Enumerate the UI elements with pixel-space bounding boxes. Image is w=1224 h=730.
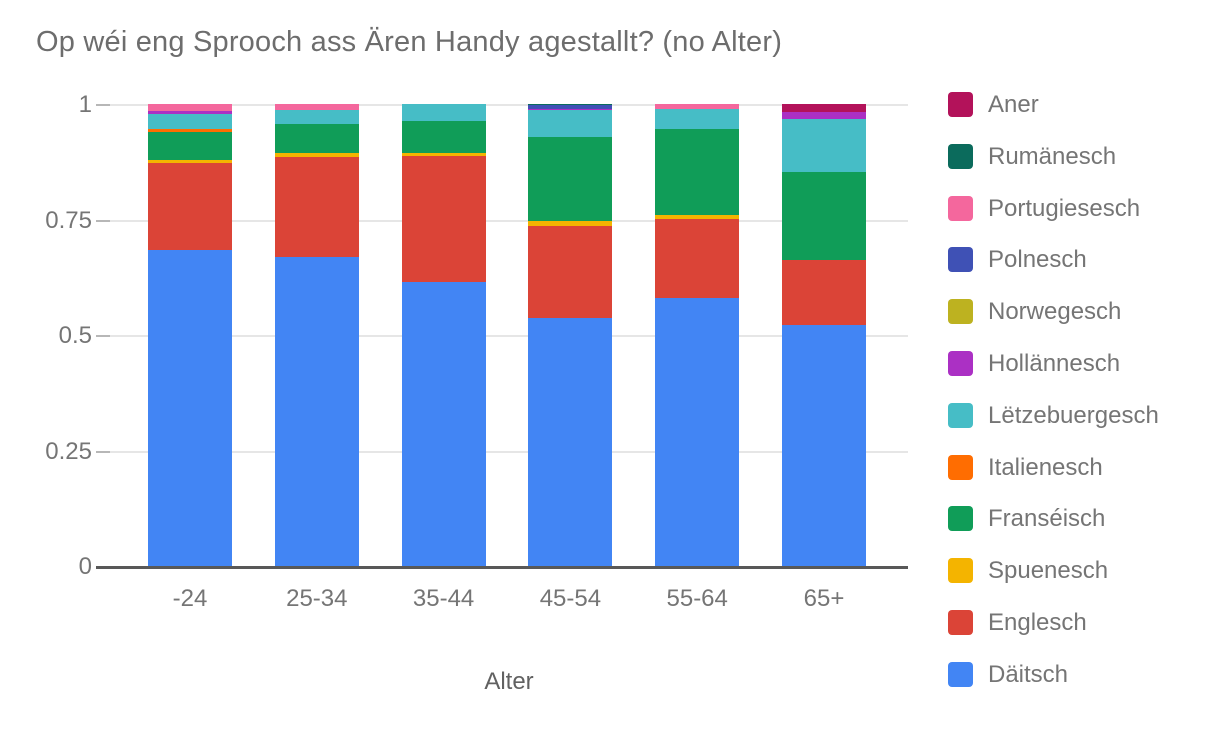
bar-segment-englesch [528, 225, 613, 318]
bar-segment-franséisch [148, 131, 232, 161]
gridline [110, 219, 908, 222]
bar-segment-polnesch [528, 105, 613, 110]
bar-segment-portugiesesch [655, 104, 740, 109]
bar-segment-lëtzebuergesch [655, 108, 740, 130]
bar-segment-spuenesch [401, 152, 486, 157]
bar-segment-däitsch [655, 298, 740, 566]
gridline [110, 335, 908, 337]
x-axis-label: 65+ [803, 585, 845, 612]
legend-swatch-icon [948, 610, 973, 635]
legend-label: Norwegesch [988, 298, 1122, 326]
legend-swatch-icon [948, 351, 973, 376]
bar-segment-lëtzebuergesch [148, 114, 232, 129]
legend-swatch-icon [948, 454, 973, 480]
bar-segment-däitsch [528, 317, 613, 566]
bar-segment-franséisch [655, 129, 740, 215]
bar-segment-spuenesch [274, 152, 359, 157]
legend-label: Spuenesch [988, 557, 1109, 585]
legend-swatch-icon [948, 661, 973, 687]
x-axis-label: 25-34 [286, 585, 348, 612]
legend-swatch-icon [948, 299, 973, 325]
bar-segment-portugiesesch [148, 104, 232, 111]
y-axis-tick [96, 450, 110, 453]
legend-swatch-icon [948, 506, 973, 532]
bar-segment-aner [782, 104, 866, 112]
legend-label: Däitsch [988, 660, 1069, 688]
bar-segment-franséisch [274, 124, 359, 153]
bar-segment-lëtzebuergesch [528, 110, 613, 138]
legend-swatch-icon [948, 143, 973, 169]
x-axis-label: 45-54 [539, 585, 602, 612]
legend-label: Rumänesch [988, 142, 1117, 170]
legend: Aner Rumänesch Portugiesesch Polnesch Norweg… [948, 0, 1218, 730]
bar-segment-englesch [401, 156, 486, 282]
x-axis-label: 35-44 [412, 585, 475, 612]
legend-swatch-icon [948, 92, 973, 117]
bar-segment-däitsch [274, 257, 359, 566]
bar-segment-portugiesesch [274, 104, 359, 110]
legend-label: Hollännesch [988, 350, 1121, 377]
legend-swatch-icon [948, 247, 973, 273]
bar-segment-hollännesch [148, 110, 232, 115]
bar-segment-englesch [148, 163, 232, 250]
y-axis-tick-label: 1 [78, 91, 92, 118]
legend-label: Italienesch [988, 453, 1103, 481]
y-axis-tick [96, 335, 110, 337]
bar-segment-englesch [274, 156, 359, 258]
bar-segment-däitsch [401, 281, 486, 566]
y-axis-tick-label: 0.5 [58, 322, 92, 349]
legend-label: Portugiesesch [988, 194, 1141, 222]
y-axis-tick-label: 0 [78, 553, 92, 580]
y-axis-tick-label: 0.75 [45, 206, 92, 234]
x-axis-line [96, 566, 908, 569]
y-axis-tick [96, 104, 110, 106]
chart-title: Op wéi eng Sprooch ass Ären Handy agesta… [36, 26, 783, 58]
legend-label: Aner [988, 91, 1039, 118]
bar-segment-spuenesch [655, 214, 740, 219]
bar-segment-spuenesch [528, 221, 613, 226]
gridline [110, 104, 908, 106]
bar-segment-hollännesch [528, 109, 613, 111]
bar-segment-däitsch [148, 249, 232, 566]
bar-segment-lëtzebuergesch [782, 119, 866, 173]
y-axis-tick-label: 0.25 [45, 437, 92, 465]
bar-segment-spuenesch [148, 160, 232, 164]
bar-segment-franséisch [401, 121, 486, 153]
legend-swatch-icon [948, 195, 973, 221]
legend-label: Lëtzebuergesch [988, 401, 1159, 429]
x-axis-title: Alter [484, 668, 534, 695]
bar-segment-däitsch [782, 324, 866, 566]
bar-segment-englesch [782, 260, 866, 325]
x-axis-label: 55-64 [666, 585, 728, 612]
y-axis-tick [96, 219, 110, 222]
bar-segment-hollännesch [782, 111, 866, 120]
bar-segment-franséisch [782, 172, 866, 261]
legend-label: Englesch [988, 609, 1087, 636]
legend-swatch-icon [948, 558, 973, 584]
legend-label: Polnesch [988, 246, 1087, 274]
legend-swatch-icon [948, 402, 973, 428]
gridline [110, 450, 908, 453]
bar-segment-englesch [655, 218, 740, 299]
bar-segment-italienesch [148, 128, 232, 132]
bar-segment-franséisch [528, 137, 613, 222]
legend-label: Franséisch [988, 505, 1106, 533]
bar-segment-lëtzebuergesch [274, 109, 359, 125]
bar-segment-lëtzebuergesch [401, 104, 486, 122]
bar-segment-rumänesch [528, 104, 613, 106]
x-axis-label: -24 [172, 585, 208, 612]
